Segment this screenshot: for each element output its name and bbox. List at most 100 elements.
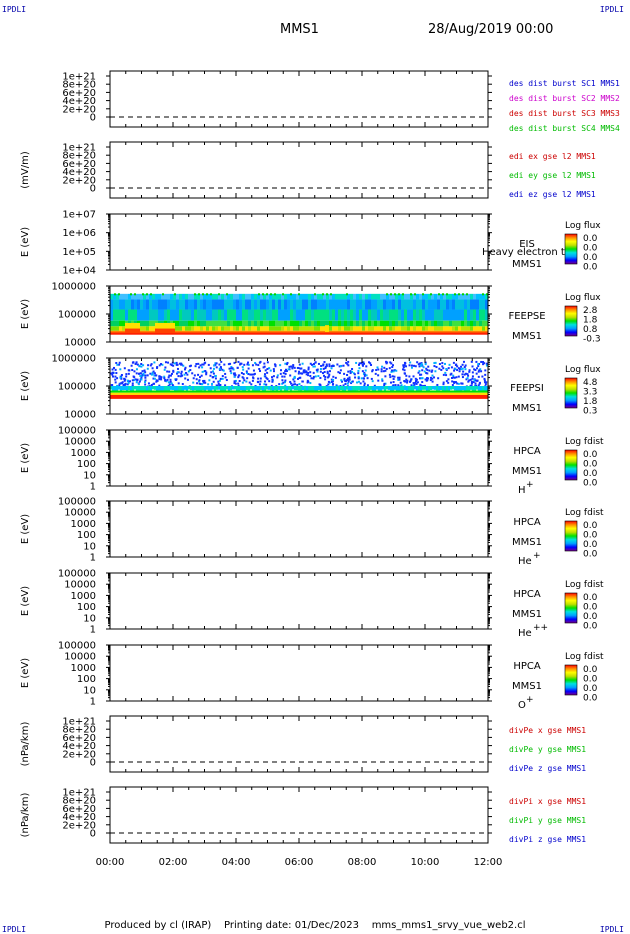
panel-frame — [109, 500, 489, 558]
feepse-cell — [359, 299, 362, 310]
feepse-cell — [191, 299, 194, 310]
feepsi-speck — [318, 383, 321, 386]
colorbar-tick-label: 0.0 — [583, 234, 598, 244]
feepse-cell — [149, 326, 152, 331]
feepsi-speck — [250, 383, 253, 386]
feepsi-speck — [452, 361, 455, 364]
feepsi-speck — [142, 364, 145, 367]
feepse-cell — [233, 309, 236, 321]
feepsi-speck — [153, 374, 156, 377]
feepse-cell — [320, 320, 323, 327]
feepse-cell — [446, 320, 449, 327]
feepse-cell — [251, 309, 254, 321]
feepse-cell — [395, 320, 398, 327]
feepsi-speck — [473, 368, 476, 371]
feepsi-speck — [197, 380, 200, 383]
feepse-cell — [155, 293, 158, 300]
feepsi-speck — [174, 378, 177, 381]
feepsi-cell — [444, 386, 446, 392]
feepsi-speck — [181, 374, 184, 377]
feepse-cell — [302, 326, 305, 331]
feepse-cell — [404, 326, 407, 331]
feepsi-speck — [169, 363, 172, 366]
feepsi-speck — [300, 372, 303, 375]
feepse-cell — [227, 309, 230, 321]
y-tick-label: 10000 — [64, 437, 96, 448]
feepse-cell — [212, 320, 215, 327]
feepse-cell — [185, 326, 188, 331]
feepsi-speck — [164, 379, 167, 382]
feepse-cell — [200, 293, 203, 300]
feepsi-speck — [338, 365, 341, 368]
feepse-cell — [209, 309, 212, 321]
feepse-cell — [482, 299, 485, 310]
feepsi-speck — [369, 362, 372, 365]
feepsi-speck — [377, 379, 380, 382]
feepse-cell — [185, 309, 188, 321]
feepse-cell — [209, 299, 212, 310]
feepse-cell — [272, 299, 275, 310]
feepsi-speck — [189, 364, 192, 367]
feepse-cell — [152, 320, 155, 327]
instrument-label: FEEPSI — [510, 383, 544, 394]
feepsi-speck — [365, 374, 368, 377]
feepse-cell — [110, 293, 113, 300]
feepsi-speck — [390, 370, 393, 373]
feepsi-speck — [360, 362, 363, 365]
species-label: He — [518, 628, 532, 639]
feepse-cell — [401, 299, 404, 310]
spacecraft-title: MMS1 — [280, 22, 319, 37]
feepsi-speck — [272, 368, 275, 371]
feepse-cell — [443, 320, 446, 327]
feepsi-speck — [233, 361, 236, 364]
feepse-cell — [248, 299, 251, 310]
feepsi-speck — [405, 378, 408, 381]
feepsi-speck — [149, 372, 152, 375]
feepse-cell — [203, 293, 206, 300]
feepse-cell — [278, 309, 281, 321]
feepse-cell — [323, 326, 326, 331]
feepse-cell — [290, 299, 293, 310]
feepse-cell — [380, 293, 383, 300]
feepse-cell — [416, 320, 419, 327]
feepse-cell — [116, 326, 119, 331]
feepsi-speck — [475, 360, 478, 363]
feepsi-speck — [418, 370, 421, 373]
feepse-cell — [128, 309, 131, 321]
y-axis-label: E (eV) — [20, 658, 31, 688]
feepse-speck — [394, 293, 396, 296]
feepsi-speck — [243, 363, 246, 366]
feepsi-speck — [471, 381, 474, 384]
legend-entry: des dist burst SC3 MMS3 — [509, 109, 620, 118]
feepsi-cell — [332, 386, 334, 392]
feepse-cell — [365, 309, 368, 321]
feepsi-speck — [201, 363, 204, 366]
feepsi-speck — [337, 371, 340, 374]
feepsi-speck — [341, 380, 344, 383]
colorbar — [564, 449, 578, 481]
feepse-cell — [467, 326, 470, 331]
feepse-cell — [446, 293, 449, 300]
feepse-cell — [410, 299, 413, 310]
y-tick-label: 4e+20 — [62, 812, 96, 823]
feepsi-speck — [326, 372, 329, 375]
feepsi-cell — [442, 386, 444, 392]
feepsi-speck — [144, 379, 147, 382]
feepse-cell — [431, 309, 434, 321]
feepse-cell — [374, 293, 377, 300]
feepsi-speck — [203, 379, 206, 382]
feepsi-speck — [457, 375, 460, 378]
feepsi-speck — [347, 360, 350, 363]
feepsi-cell — [276, 386, 278, 392]
feepse-speck — [134, 293, 136, 296]
feepse-cell — [203, 309, 206, 321]
feepse-cell — [431, 320, 434, 327]
feepsi-cell — [156, 386, 158, 392]
feepsi-speck — [217, 382, 220, 385]
feepsi-speck — [477, 384, 480, 387]
feepsi-cell — [286, 386, 288, 391]
feepsi-speck — [125, 373, 128, 376]
y-tick-label: 10 — [83, 470, 96, 481]
